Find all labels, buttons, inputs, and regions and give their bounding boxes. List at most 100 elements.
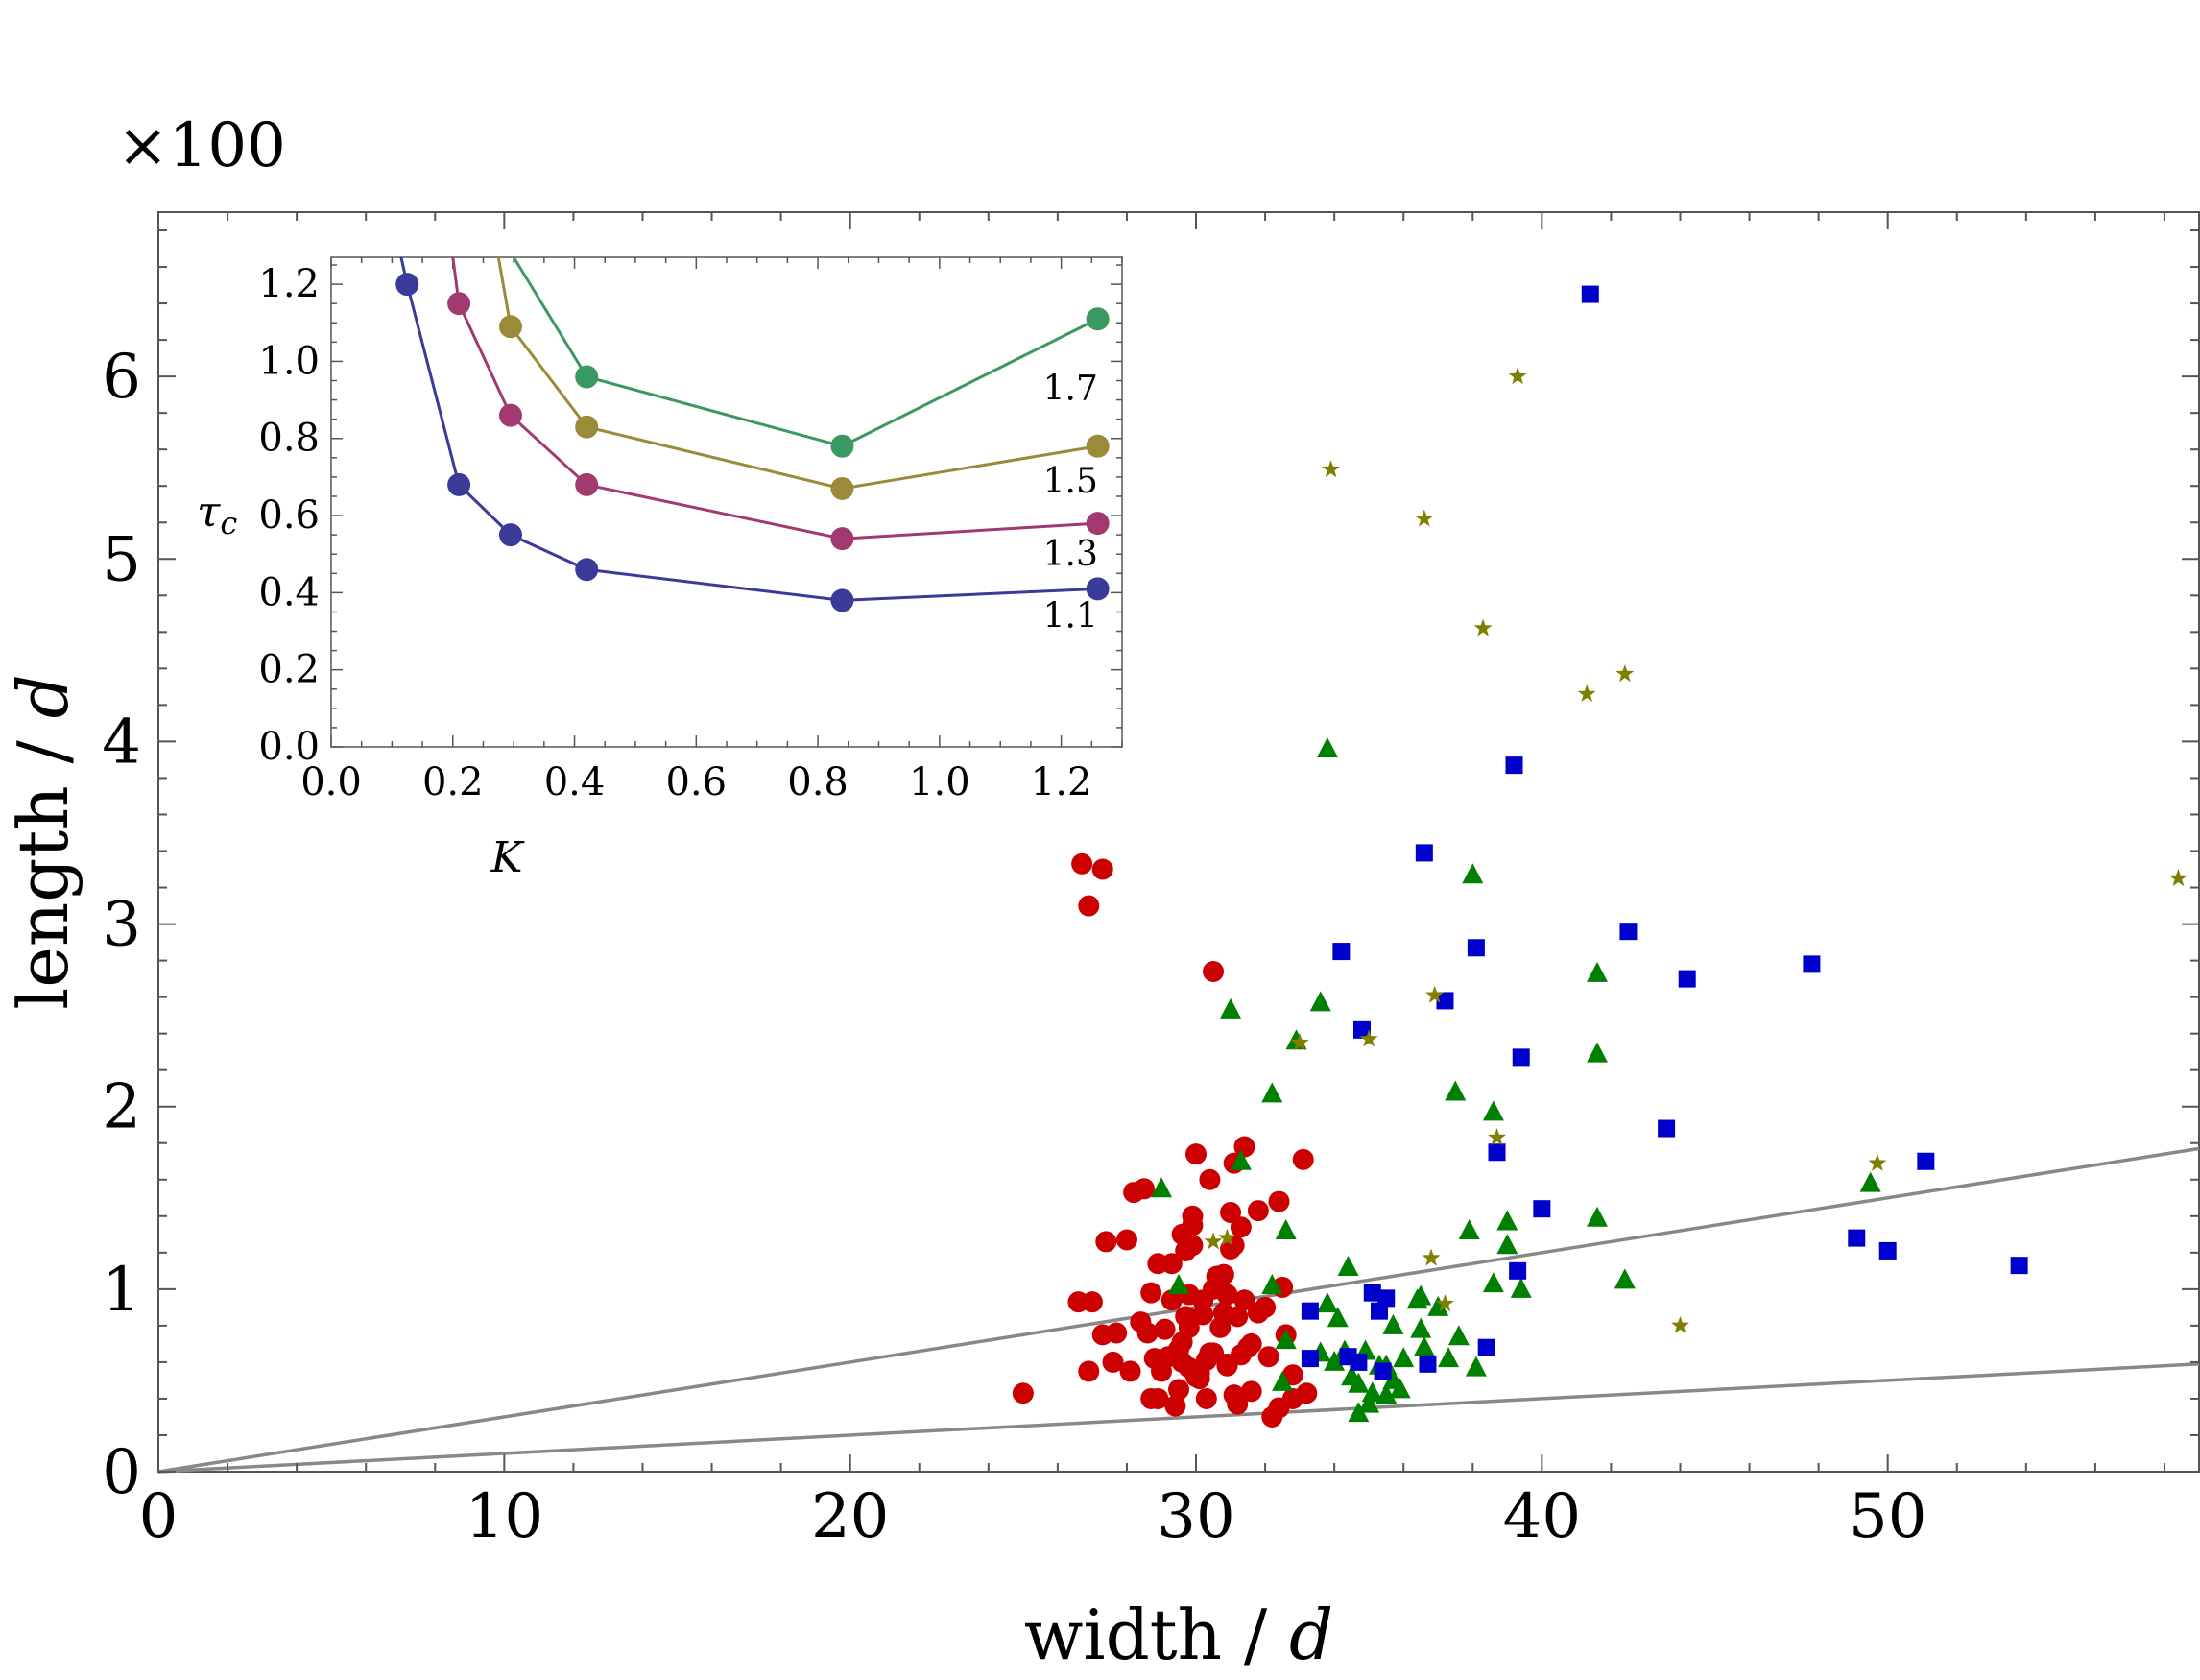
- inset-chart: 0.0 0.2 0.4 0.6 0.8 1.0 1.2 0.0 0.2 0.4 …: [197, 256, 1123, 882]
- circle-point: [1216, 1355, 1238, 1377]
- star-point: [1436, 1294, 1454, 1312]
- square-point: [1512, 1048, 1530, 1067]
- square-point: [1436, 992, 1454, 1010]
- inset-series-point: [830, 434, 854, 458]
- inset-series-point: [1086, 512, 1110, 536]
- star-point: [1473, 618, 1493, 636]
- inset-series-labels: 1.1 1.3 1.5 1.7: [1043, 370, 1098, 636]
- triangle-point: [1587, 1206, 1609, 1227]
- circle-point: [1140, 1282, 1162, 1304]
- x-axis-label-text: width /: [1024, 1595, 1289, 1675]
- inset-y-tick-label: 0.8: [258, 417, 320, 461]
- inset-series-label: 1.5: [1043, 462, 1098, 501]
- square-point: [1848, 1229, 1866, 1247]
- circle-point: [1268, 1190, 1290, 1212]
- inset-series: [395, 256, 1110, 612]
- inset-series-point: [830, 527, 854, 551]
- triangle-point: [1324, 1350, 1346, 1371]
- inset-x-tick-label: 0.6: [665, 760, 727, 804]
- circle-point: [1160, 1289, 1183, 1311]
- inset-series-point: [575, 558, 599, 582]
- inset-series-point: [498, 315, 522, 339]
- inset-series-line: [512, 256, 1099, 448]
- circle-point: [1185, 1143, 1208, 1165]
- main-x-tick-labels: 0 10 20 30 40 50: [139, 1481, 1927, 1552]
- square-point: [1415, 844, 1433, 862]
- circle-point: [1095, 1231, 1117, 1253]
- inset-series-point: [1086, 307, 1110, 331]
- circle-point: [1192, 1289, 1214, 1311]
- circle-point: [1209, 1316, 1232, 1338]
- inset-series-point: [498, 523, 522, 547]
- square-point: [1363, 1284, 1381, 1302]
- circle-point: [1133, 1178, 1155, 1200]
- circle-point: [1240, 1380, 1262, 1403]
- inset-series-point: [575, 472, 599, 496]
- circle-point: [1158, 1346, 1180, 1368]
- star-point: [1615, 664, 1635, 683]
- circle-point: [1292, 1148, 1314, 1170]
- inset-x-tick-label: 0.2: [422, 760, 484, 804]
- circle-point: [1227, 1306, 1249, 1328]
- circle-point: [1192, 1304, 1214, 1326]
- inset-x-tick-label: 0.8: [787, 760, 849, 804]
- triangle-point: [1482, 1100, 1504, 1121]
- star-point: [1217, 1228, 1236, 1246]
- circle-point: [1012, 1382, 1034, 1404]
- inset-x-tick-label: 0.4: [544, 760, 606, 804]
- main-y-tick-labels: 0 1 2 3 4 5 6: [102, 342, 141, 1508]
- inset-y-tick-label: 0.0: [258, 725, 320, 769]
- star-point: [1415, 509, 1434, 527]
- y-axis-label: length / d: [3, 674, 84, 1010]
- square-point: [1581, 285, 1599, 303]
- circle-point: [1182, 1214, 1204, 1236]
- x-tick-label: 0: [139, 1481, 179, 1552]
- triangle-point: [1859, 1171, 1881, 1192]
- star-point: [1508, 367, 1527, 385]
- inset-x-tick-labels: 0.0 0.2 0.4 0.6 0.8 1.0 1.2: [300, 760, 1091, 804]
- square-point: [1301, 1350, 1319, 1368]
- circle-point: [1168, 1379, 1189, 1401]
- star-point: [2168, 869, 2188, 887]
- circle-point: [1147, 1253, 1169, 1275]
- square-point: [2010, 1257, 2028, 1275]
- circle-point: [1257, 1346, 1279, 1368]
- inset-series-point: [575, 365, 599, 389]
- star-point: [1422, 1248, 1441, 1266]
- square-point: [1374, 1362, 1392, 1380]
- inset-x-tick-label: 0.0: [300, 760, 362, 804]
- main-axis-ticks: [157, 212, 2199, 1473]
- triangle-point: [1348, 1372, 1370, 1393]
- triangle-point: [1316, 1292, 1338, 1313]
- star-point: [1359, 1029, 1378, 1047]
- circle-point: [1106, 1322, 1128, 1344]
- square-point: [1488, 1143, 1506, 1162]
- y-tick-label: 4: [102, 707, 141, 778]
- inset-y-tick-label: 0.2: [258, 648, 320, 692]
- circle-point: [1233, 1136, 1255, 1158]
- circle-point: [1230, 1216, 1252, 1238]
- inset-series-point: [447, 292, 471, 316]
- y-axis-label-symbol: d: [3, 674, 84, 718]
- y-tick-label: 6: [102, 342, 141, 413]
- triangle-point: [1261, 1274, 1283, 1295]
- circle-point: [1240, 1332, 1262, 1355]
- triangle-point: [1358, 1392, 1380, 1413]
- triangle-point: [1275, 1219, 1297, 1240]
- triangle-point: [1348, 1402, 1370, 1423]
- inset-y-tick-label: 1.0: [258, 339, 320, 383]
- triangle-point: [1261, 1082, 1283, 1103]
- inset-series-label: 1.3: [1043, 535, 1098, 574]
- square-point: [1678, 970, 1696, 988]
- triangle-point: [1438, 1347, 1460, 1368]
- inset-series-point: [498, 403, 522, 427]
- inset-series-label: 1.1: [1043, 596, 1098, 636]
- multiplier-label: ×100: [117, 110, 286, 181]
- square-point: [1658, 1119, 1676, 1138]
- x-tick-label: 10: [466, 1481, 543, 1552]
- square-point: [1878, 1241, 1897, 1260]
- inset-series-label: 1.7: [1043, 370, 1098, 409]
- square-point: [1350, 1353, 1368, 1371]
- circle-point: [1203, 961, 1225, 983]
